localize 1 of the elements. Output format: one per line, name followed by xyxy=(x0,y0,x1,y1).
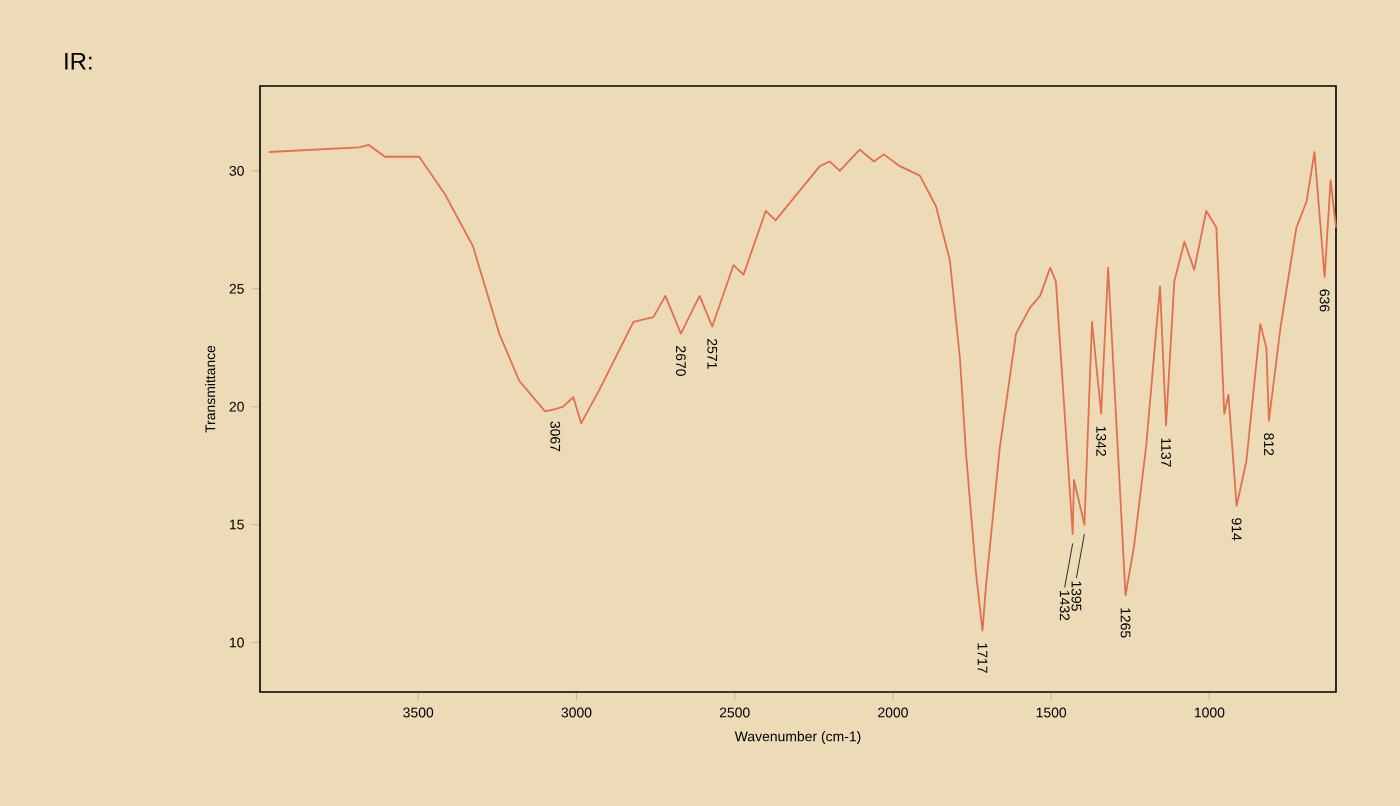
chart-title: IR: xyxy=(65,53,92,70)
